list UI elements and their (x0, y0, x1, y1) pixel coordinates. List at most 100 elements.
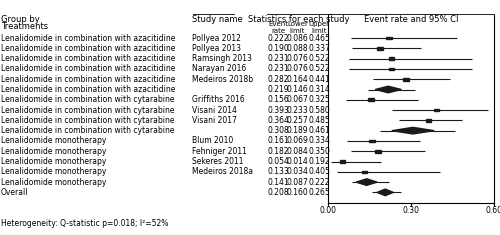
Polygon shape (356, 179, 377, 185)
Text: Blum 2010: Blum 2010 (192, 137, 234, 145)
Text: Visani 2017: Visani 2017 (192, 116, 238, 125)
Text: Overall: Overall (1, 188, 28, 197)
Text: 0.00: 0.00 (319, 206, 336, 215)
Text: Sekeres 2011: Sekeres 2011 (192, 157, 244, 166)
Text: Lenalidomide monotherapy: Lenalidomide monotherapy (1, 157, 106, 166)
Text: Lenalidomide in combination with azacitidine: Lenalidomide in combination with azaciti… (1, 85, 176, 94)
Text: 0.087: 0.087 (286, 178, 308, 187)
Text: Lenalidomide in combination with azacitidine: Lenalidomide in combination with azaciti… (1, 75, 176, 84)
Text: 0.364: 0.364 (267, 116, 289, 125)
Text: Medeiros 2018a: Medeiros 2018a (192, 167, 254, 176)
Text: 0.222: 0.222 (267, 34, 289, 43)
Bar (340, 160, 345, 163)
Text: 0.208: 0.208 (267, 188, 289, 197)
Text: 0.069: 0.069 (286, 137, 308, 145)
Text: 0.222: 0.222 (308, 178, 330, 187)
Text: 0.164: 0.164 (286, 75, 308, 84)
Bar (389, 68, 394, 70)
Bar (370, 140, 375, 142)
Polygon shape (375, 86, 402, 93)
Text: 0.189: 0.189 (286, 126, 308, 135)
Text: Ramsingh 2013: Ramsingh 2013 (192, 54, 252, 63)
Text: 0.146: 0.146 (286, 85, 308, 94)
Text: 0.308: 0.308 (267, 126, 289, 135)
Text: Lower
limit: Lower limit (287, 21, 308, 35)
Text: Lenalidomide in combination with azacitidine: Lenalidomide in combination with azaciti… (1, 54, 176, 63)
Text: 0.088: 0.088 (286, 44, 308, 53)
Text: Narayan 2016: Narayan 2016 (192, 64, 247, 73)
Text: 0.233: 0.233 (286, 106, 308, 115)
Text: 0.054: 0.054 (267, 157, 289, 166)
Bar (434, 109, 440, 111)
Text: 0.334: 0.334 (308, 137, 330, 145)
Bar (426, 119, 432, 122)
Text: 0.393: 0.393 (267, 106, 289, 115)
Text: Group by: Group by (1, 15, 40, 24)
Bar (368, 98, 374, 101)
Text: 0.465: 0.465 (308, 34, 330, 43)
Text: Lenalidomide in combination with azacitidine: Lenalidomide in combination with azaciti… (1, 44, 176, 53)
Bar (376, 150, 381, 153)
Text: Lenalidomide in combination with cytarabine: Lenalidomide in combination with cytarab… (1, 106, 174, 115)
Text: Event rate and 95% CI: Event rate and 95% CI (364, 15, 458, 24)
Text: 0.441: 0.441 (308, 75, 330, 84)
Text: Study name: Study name (192, 15, 243, 24)
Text: 0.014: 0.014 (286, 157, 308, 166)
Text: 0.133: 0.133 (267, 167, 289, 176)
Text: 0.231: 0.231 (267, 64, 289, 73)
Text: 0.522: 0.522 (308, 54, 330, 63)
Text: 0.522: 0.522 (308, 64, 330, 73)
Text: 0.337: 0.337 (308, 44, 330, 53)
Bar (389, 57, 394, 60)
Text: Griffiths 2016: Griffiths 2016 (192, 95, 245, 104)
Text: Lenalidomide in combination with azacitidine: Lenalidomide in combination with azaciti… (1, 34, 176, 43)
Text: 0.034: 0.034 (286, 167, 308, 176)
Text: 0.182: 0.182 (267, 147, 289, 156)
Bar (386, 37, 392, 39)
Text: Lenalidomide in combination with azacitidine: Lenalidomide in combination with azaciti… (1, 64, 176, 73)
Text: Fehniger 2011: Fehniger 2011 (192, 147, 248, 156)
Bar (362, 171, 367, 173)
Polygon shape (392, 127, 434, 134)
Text: 0.580: 0.580 (308, 106, 330, 115)
Text: Lenalidomide in combination with cytarabine: Lenalidomide in combination with cytarab… (1, 95, 174, 104)
Text: 0.350: 0.350 (308, 147, 330, 156)
Text: Pollyea 2013: Pollyea 2013 (192, 44, 242, 53)
Text: 0.265: 0.265 (308, 188, 330, 197)
Bar (378, 47, 383, 50)
Text: 0.314: 0.314 (308, 85, 330, 94)
Text: 0.325: 0.325 (308, 95, 330, 104)
Text: 0.192: 0.192 (308, 157, 330, 166)
Text: 0.190: 0.190 (267, 44, 289, 53)
Text: 0.405: 0.405 (308, 167, 330, 176)
Text: Visani 2014: Visani 2014 (192, 106, 238, 115)
Text: 0.60: 0.60 (486, 206, 500, 215)
Text: 0.084: 0.084 (286, 147, 308, 156)
Bar (403, 78, 408, 81)
Text: Statistics for each study: Statistics for each study (248, 15, 349, 24)
Text: 0.485: 0.485 (308, 116, 330, 125)
Text: Medeiros 2018b: Medeiros 2018b (192, 75, 254, 84)
Text: Upper
limit: Upper limit (308, 21, 330, 35)
Text: 0.086: 0.086 (286, 34, 308, 43)
Text: 0.282: 0.282 (267, 75, 289, 84)
Text: 0.461: 0.461 (308, 126, 330, 135)
Text: Lenalidomide monotherapy: Lenalidomide monotherapy (1, 137, 106, 145)
Text: 0.076: 0.076 (286, 64, 308, 73)
Text: 0.257: 0.257 (286, 116, 308, 125)
Text: Lenalidomide monotherapy: Lenalidomide monotherapy (1, 167, 106, 176)
Text: Heterogeneity: Q-statistic p=0.018; I²=52%: Heterogeneity: Q-statistic p=0.018; I²=5… (1, 219, 168, 228)
Text: 0.160: 0.160 (286, 188, 308, 197)
Polygon shape (377, 189, 394, 196)
Text: 0.156: 0.156 (267, 95, 289, 104)
Text: Lenalidomide monotherapy: Lenalidomide monotherapy (1, 147, 106, 156)
Text: 0.067: 0.067 (286, 95, 308, 104)
Text: Lenalidomide in combination with cytarabine: Lenalidomide in combination with cytarab… (1, 126, 174, 135)
Text: Pollyea 2012: Pollyea 2012 (192, 34, 242, 43)
Text: Treatments: Treatments (1, 22, 48, 31)
Text: 0.30: 0.30 (402, 206, 419, 215)
Text: Event
rate: Event rate (268, 21, 288, 35)
Text: Lenalidomide in combination with cytarabine: Lenalidomide in combination with cytarab… (1, 116, 174, 125)
Text: 0.076: 0.076 (286, 54, 308, 63)
Text: 0.141: 0.141 (267, 178, 289, 187)
